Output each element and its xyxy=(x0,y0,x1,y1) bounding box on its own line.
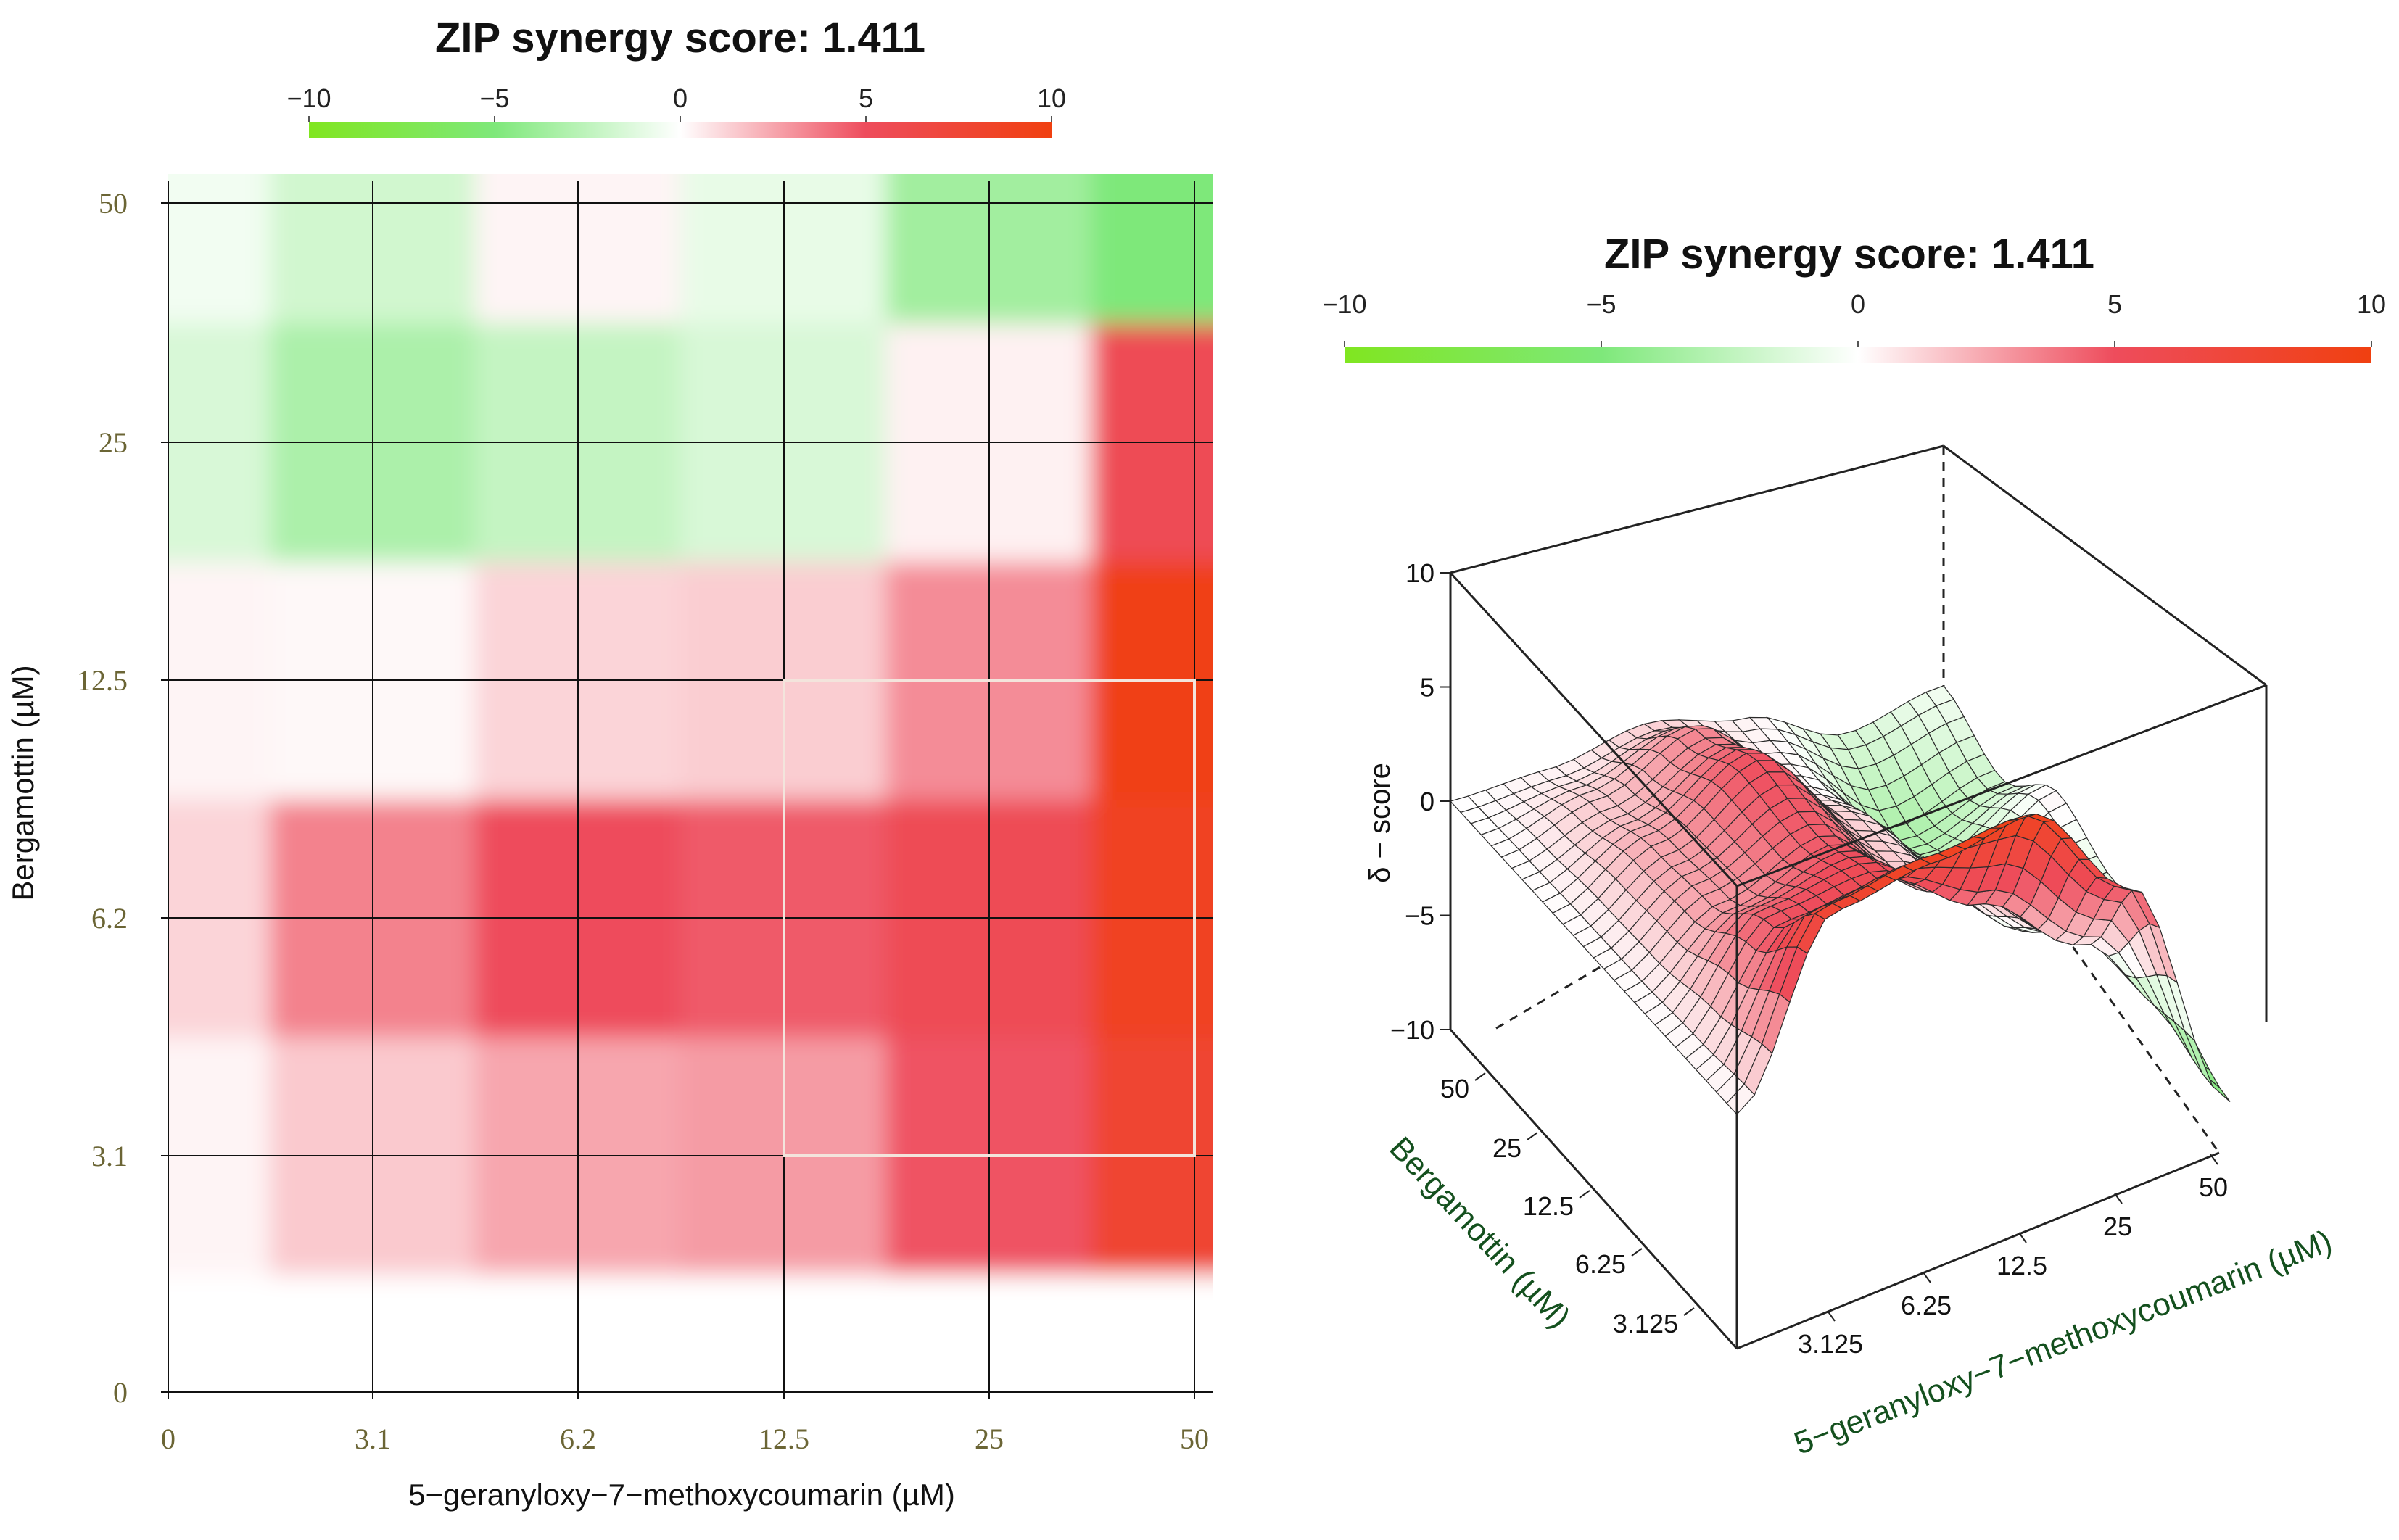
surface-box-front xyxy=(1449,571,2268,1350)
surface-colorbar-tick-label: 5 xyxy=(2107,289,2122,319)
heatmap-x-axis-label: 5−geranyloxy−7−methoxycoumarin (µM) xyxy=(408,1478,955,1512)
heatmap-y-tick-label: 50 xyxy=(99,187,128,220)
heatmap-y-ticks: 0 3.1 6.2 12.5 25 50 xyxy=(77,187,128,1409)
heatmap-y-tick-label: 12.5 xyxy=(77,664,128,697)
surface-x-tick-mark xyxy=(2018,1232,2027,1243)
surface-z-tick-label: 0 xyxy=(1420,787,1434,816)
surface-x-tick-mark xyxy=(2210,1154,2218,1165)
heatmap-y-tick-label: 25 xyxy=(99,426,128,459)
surface-z-tick-label: −10 xyxy=(1390,1015,1434,1045)
heatmap-x-tick-label: 6.2 xyxy=(560,1423,596,1455)
surface-colorbar: −10 −5 0 5 10 xyxy=(1322,289,2386,363)
heatmap-colorbar-ticks: −10 −5 0 5 10 xyxy=(286,83,1066,122)
heatmap-colorbar-tick-label: 5 xyxy=(859,83,873,113)
surface-colorbar-tick-label: 0 xyxy=(1851,289,1865,319)
heatmap-colorbar-tick-label: 10 xyxy=(1037,83,1066,113)
heatmap-cell xyxy=(1091,174,1213,323)
heatmap-x-tick-label: 3.1 xyxy=(355,1423,391,1455)
heatmap-x-tick-label: 25 xyxy=(975,1423,1004,1455)
surface-z-tick-label: −5 xyxy=(1405,901,1434,931)
heatmap-x-tick-label: 0 xyxy=(161,1423,176,1455)
surface-x-tick-label: 3.125 xyxy=(1798,1329,1863,1359)
surface-y-tick-mark xyxy=(1474,1072,1486,1081)
surface-y-tick-label: 12.5 xyxy=(1523,1191,1574,1221)
surface-x-tick-mark xyxy=(2114,1193,2123,1204)
surface-x-ticks: 3.125 6.25 12.5 25 50 xyxy=(1798,1154,2228,1359)
surface-colorbar-tick-label: −5 xyxy=(1586,289,1616,319)
heatmap-x-ticks: 0 3.1 6.2 12.5 25 50 xyxy=(161,1423,1209,1455)
surface-x-tick-label: 6.25 xyxy=(1901,1291,1952,1320)
heatmap-title: ZIP synergy score: 1.411 xyxy=(435,15,925,62)
heatmap-x-tick-label: 12.5 xyxy=(759,1423,809,1455)
surface-y-tick-mark xyxy=(1631,1248,1643,1257)
surface-x-tick-label: 50 xyxy=(2199,1172,2228,1202)
surface-y-tick-label: 6.25 xyxy=(1575,1249,1626,1279)
heatmap-y-axis-label: Bergamottin (µM) xyxy=(6,665,40,901)
heatmap-colorbar: −10 −5 0 5 10 xyxy=(286,83,1066,138)
surface-y-tick-label: 3.125 xyxy=(1613,1309,1678,1338)
surface-panel: ZIP synergy score: 1.411 −10 −5 0 5 10 1050−… xyxy=(1322,231,2386,1462)
heatmap-cell xyxy=(168,174,271,323)
heatmap-panel: ZIP synergy score: 1.411 −10 −5 0 5 10 0 3.1 6… xyxy=(6,15,1213,1512)
surface-z-ticks: 10 5 0 −5 −10 xyxy=(1390,558,1450,1045)
surface-y-tick-mark xyxy=(1683,1307,1695,1316)
surface-mesh-cell xyxy=(2184,1030,2213,1087)
surface-y-tick-mark xyxy=(1579,1190,1590,1199)
surface-x-tick-label: 12.5 xyxy=(1997,1251,2047,1280)
surface-x-axis-label: 5−geranyloxy−7−methoxycoumarin (µM) xyxy=(1789,1223,2337,1462)
heatmap-cells xyxy=(168,174,1213,1392)
heatmap-y-tick-label: 6.2 xyxy=(91,902,128,935)
surface-colorbar-gradient xyxy=(1345,347,2371,363)
surface-y-tick-label: 25 xyxy=(1492,1133,1521,1163)
heatmap-colorbar-tick-label: −10 xyxy=(286,83,331,113)
heatmap-cell xyxy=(1091,1273,1213,1392)
surface-x-tick-label: 25 xyxy=(2103,1212,2132,1241)
heatmap-y-tick-label: 0 xyxy=(113,1376,128,1409)
surface-x-tick-mark xyxy=(1923,1272,1931,1283)
surface-mesh-cell xyxy=(1726,1083,1756,1115)
heatmap-x-tick-label: 50 xyxy=(1180,1423,1209,1455)
surface-y-tick-mark xyxy=(1527,1132,1538,1140)
surface-colorbar-ticks: −10 −5 0 5 10 xyxy=(1322,289,2386,347)
heatmap-colorbar-gradient xyxy=(309,122,1052,138)
surface-x-tick-mark xyxy=(1827,1310,1836,1322)
heatmap-colorbar-tick-label: −5 xyxy=(479,83,509,113)
highlight-region xyxy=(783,679,1196,1157)
surface-title: ZIP synergy score: 1.411 xyxy=(1604,231,2094,278)
heatmap-cell xyxy=(168,1273,271,1392)
surface-colorbar-tick-label: −10 xyxy=(1322,289,1366,319)
surface-colorbar-tick-label: 10 xyxy=(2357,289,2386,319)
surface-y-tick-label: 50 xyxy=(1440,1074,1469,1104)
surface-z-tick-label: 5 xyxy=(1420,673,1434,703)
surface-mesh xyxy=(1449,685,2231,1115)
surface-z-tick-label: 10 xyxy=(1405,558,1434,588)
heatmap-y-tick-label: 3.1 xyxy=(91,1140,128,1172)
heatmap-colorbar-tick-label: 0 xyxy=(673,83,688,113)
surface-z-axis-label: δ − score xyxy=(1364,763,1396,883)
surface-y-axis-label: Bergamottin (µM) xyxy=(1382,1130,1577,1336)
